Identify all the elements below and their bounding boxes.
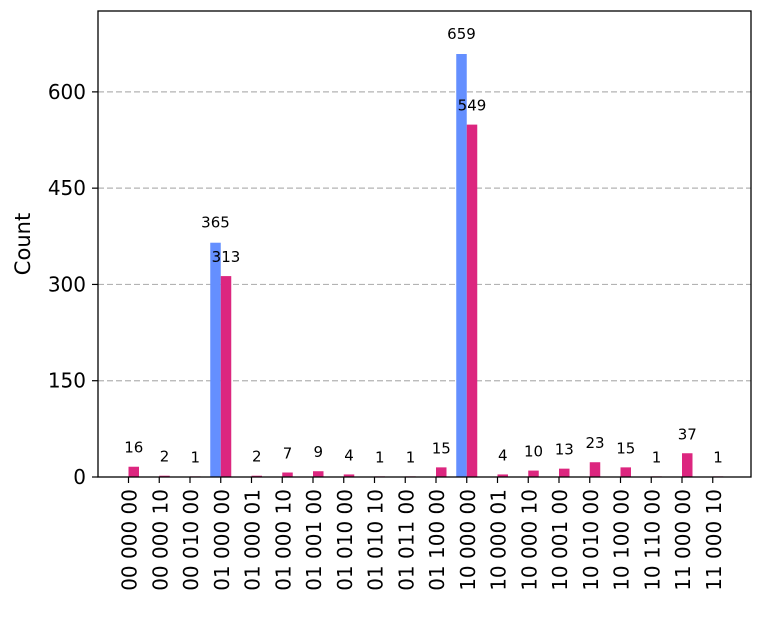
bar-series-2 [436,467,447,477]
x-tick-label: 01 010 00 [333,489,357,591]
x-tick-label: 10 110 00 [640,489,664,591]
y-tick-label: 600 [48,80,86,104]
y-tick-label: 0 [73,465,86,489]
data-label-series-1: 365 [201,214,230,232]
data-label-series-2: 13 [555,441,574,459]
x-tick-label: 01 011 00 [394,489,418,591]
data-label-series-2: 23 [585,434,604,452]
data-label-series-2: 15 [432,439,451,457]
x-tick-label: 01 010 10 [364,489,388,591]
x-tick-label: 10 000 01 [487,489,511,591]
bar-series-2 [128,466,139,477]
x-tick-label: 01 100 00 [425,489,449,591]
bar-series-2 [497,474,508,477]
bar-series-2 [682,453,693,477]
bar-series-2 [559,468,570,477]
data-label-series-2: 37 [678,425,697,443]
x-tick-label: 01 000 01 [241,489,265,591]
bar-series-2 [466,124,478,477]
x-tick-label: 11 000 10 [702,489,726,591]
x-tick-label: 01 000 10 [271,489,295,591]
data-label-series-2: 1 [190,448,200,466]
bar-series-2 [589,462,601,477]
data-label-series-2: 10 [524,443,543,461]
x-tick-label: 00 000 00 [118,489,142,591]
data-label-series-2: 313 [212,248,241,266]
x-tick-label: 11 000 00 [671,489,695,591]
data-label-series-2: 15 [616,439,635,457]
data-label-series-2: 9 [313,443,323,461]
data-label-series-2: 2 [252,448,262,466]
x-tick-label: 10 000 00 [456,489,480,591]
bar-series-2 [313,471,324,477]
x-tick-label: 00 000 10 [148,489,172,591]
data-label-series-2: 4 [344,446,354,464]
x-tick-label: 10 100 00 [610,489,634,591]
bar-series-2 [220,276,232,477]
data-label-series-2: 1 [406,448,416,466]
data-label-series-2: 7 [283,445,293,463]
data-label-series-2: 1 [652,448,662,466]
x-tick-label: 10 010 00 [579,489,603,591]
bar-series-1 [456,54,467,478]
y-tick-label: 150 [48,369,86,393]
bar-series-2 [343,474,355,477]
data-label-series-2: 549 [458,97,487,115]
y-tick-label: 450 [48,176,86,200]
bar-series-1 [210,242,221,477]
bar-series-2 [282,472,293,477]
data-label-series-2: 16 [124,439,143,457]
x-tick-label: 10 001 00 [548,489,572,591]
y-tick-label: 300 [48,272,86,296]
bar-series-2 [620,467,631,477]
data-label-series-2: 1 [375,448,385,466]
x-tick-label: 01 000 00 [210,489,234,591]
y-axis-label: Count [11,213,35,275]
data-label-series-1: 659 [447,25,476,43]
plot-frame [97,10,752,478]
x-tick-label: 01 001 00 [302,489,326,591]
data-label-series-2: 2 [160,448,170,466]
data-label-series-2: 4 [498,446,508,464]
x-tick-label: 10 000 10 [517,489,541,591]
bar-series-2 [528,470,539,477]
data-label-series-2: 1 [713,448,723,466]
x-tick-label: 00 010 00 [179,489,203,591]
